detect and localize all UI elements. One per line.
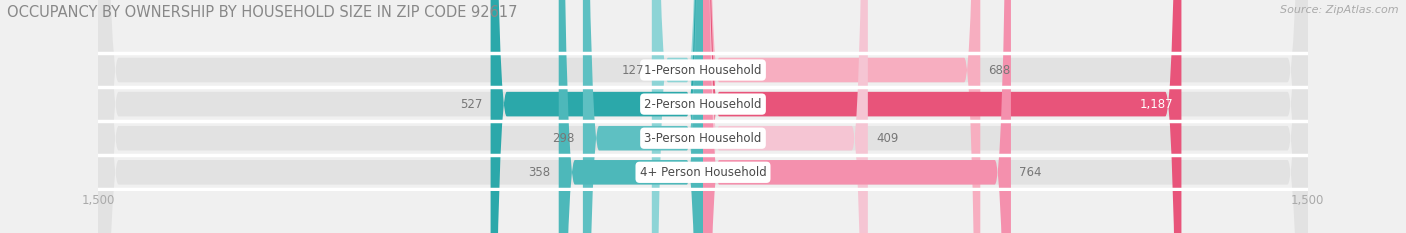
FancyBboxPatch shape: [703, 0, 868, 233]
Text: 358: 358: [529, 166, 551, 179]
Text: 2-Person Household: 2-Person Household: [644, 98, 762, 111]
Text: 527: 527: [460, 98, 482, 111]
Text: 4+ Person Household: 4+ Person Household: [640, 166, 766, 179]
Text: OCCUPANCY BY OWNERSHIP BY HOUSEHOLD SIZE IN ZIP CODE 92617: OCCUPANCY BY OWNERSHIP BY HOUSEHOLD SIZE…: [7, 5, 517, 20]
FancyBboxPatch shape: [98, 0, 1308, 233]
FancyBboxPatch shape: [98, 0, 1308, 233]
FancyBboxPatch shape: [703, 0, 1011, 233]
FancyBboxPatch shape: [98, 0, 1308, 233]
FancyBboxPatch shape: [703, 0, 980, 233]
Text: 1-Person Household: 1-Person Household: [644, 64, 762, 76]
Text: Source: ZipAtlas.com: Source: ZipAtlas.com: [1281, 5, 1399, 15]
FancyBboxPatch shape: [491, 0, 703, 233]
Text: 298: 298: [553, 132, 575, 145]
FancyBboxPatch shape: [558, 0, 703, 233]
Text: 127: 127: [621, 64, 644, 76]
Text: 3-Person Household: 3-Person Household: [644, 132, 762, 145]
Text: 764: 764: [1019, 166, 1042, 179]
Text: 409: 409: [876, 132, 898, 145]
FancyBboxPatch shape: [703, 0, 1181, 233]
FancyBboxPatch shape: [652, 0, 703, 233]
Text: 688: 688: [988, 64, 1011, 76]
FancyBboxPatch shape: [98, 0, 1308, 233]
FancyBboxPatch shape: [583, 0, 703, 233]
Text: 1,187: 1,187: [1140, 98, 1174, 111]
